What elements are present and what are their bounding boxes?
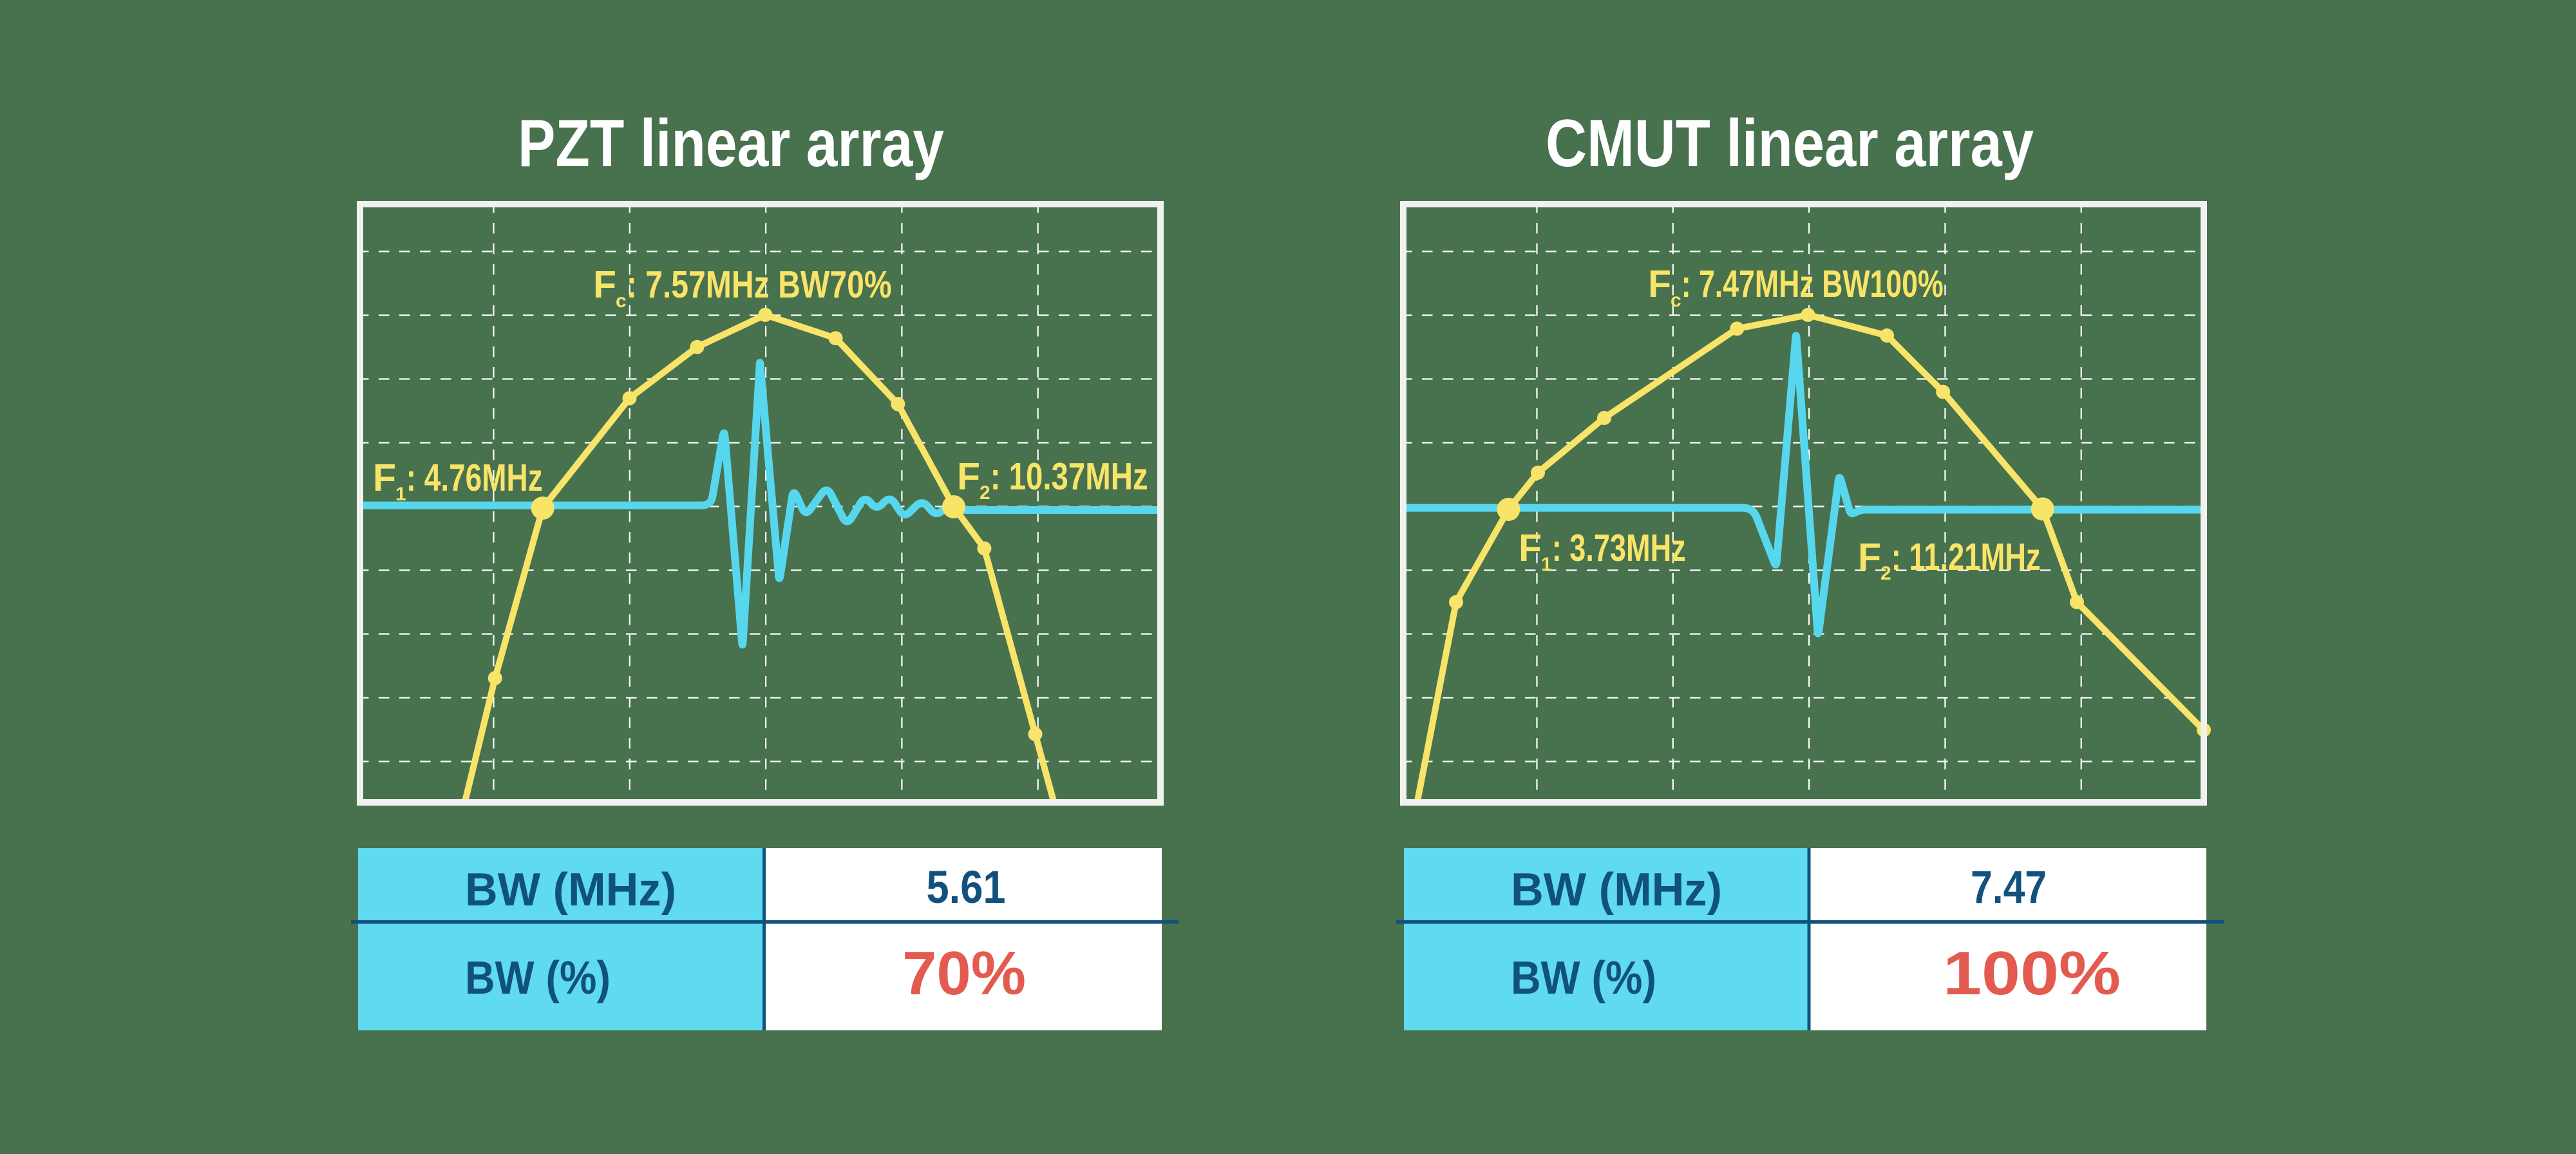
svg-text:: 10.37MHz: : 10.37MHz: [990, 455, 1148, 498]
svg-text:2: 2: [1880, 563, 1891, 584]
svg-text:c: c: [1671, 290, 1681, 311]
svg-text:F: F: [593, 263, 616, 306]
svg-text:PZT linear array: PZT linear array: [518, 106, 944, 181]
svg-text:7.47: 7.47: [1971, 862, 2047, 913]
svg-text:: 7.57MHz BW70%: : 7.57MHz BW70%: [627, 263, 892, 306]
svg-text:F: F: [957, 455, 980, 498]
svg-text:BW (MHz): BW (MHz): [1511, 864, 1722, 916]
svg-text:F: F: [1519, 527, 1542, 569]
svg-text:F: F: [373, 457, 396, 499]
svg-text:BW (%): BW (%): [465, 952, 611, 1004]
svg-text:70%: 70%: [902, 939, 1026, 1008]
svg-text:5.61: 5.61: [927, 862, 1006, 913]
svg-text:c: c: [616, 290, 627, 312]
svg-text:: 11.21MHz: : 11.21MHz: [1891, 536, 2041, 578]
svg-text:F: F: [1858, 536, 1881, 578]
svg-text:F: F: [1648, 263, 1671, 305]
svg-text:CMUT linear array: CMUT linear array: [1546, 106, 2034, 181]
svg-text:BW (%): BW (%): [1511, 952, 1656, 1004]
svg-text:: 7.47MHz BW100%: : 7.47MHz BW100%: [1681, 263, 1944, 305]
svg-text:2: 2: [980, 482, 990, 504]
svg-text:: 4.76MHz: : 4.76MHz: [406, 457, 543, 499]
svg-text:: 3.73MHz: : 3.73MHz: [1552, 527, 1686, 569]
svg-text:100%: 100%: [1943, 939, 2121, 1008]
svg-text:BW (MHz): BW (MHz): [465, 864, 676, 916]
svg-text:1: 1: [1541, 554, 1552, 575]
svg-text:1: 1: [395, 484, 406, 505]
